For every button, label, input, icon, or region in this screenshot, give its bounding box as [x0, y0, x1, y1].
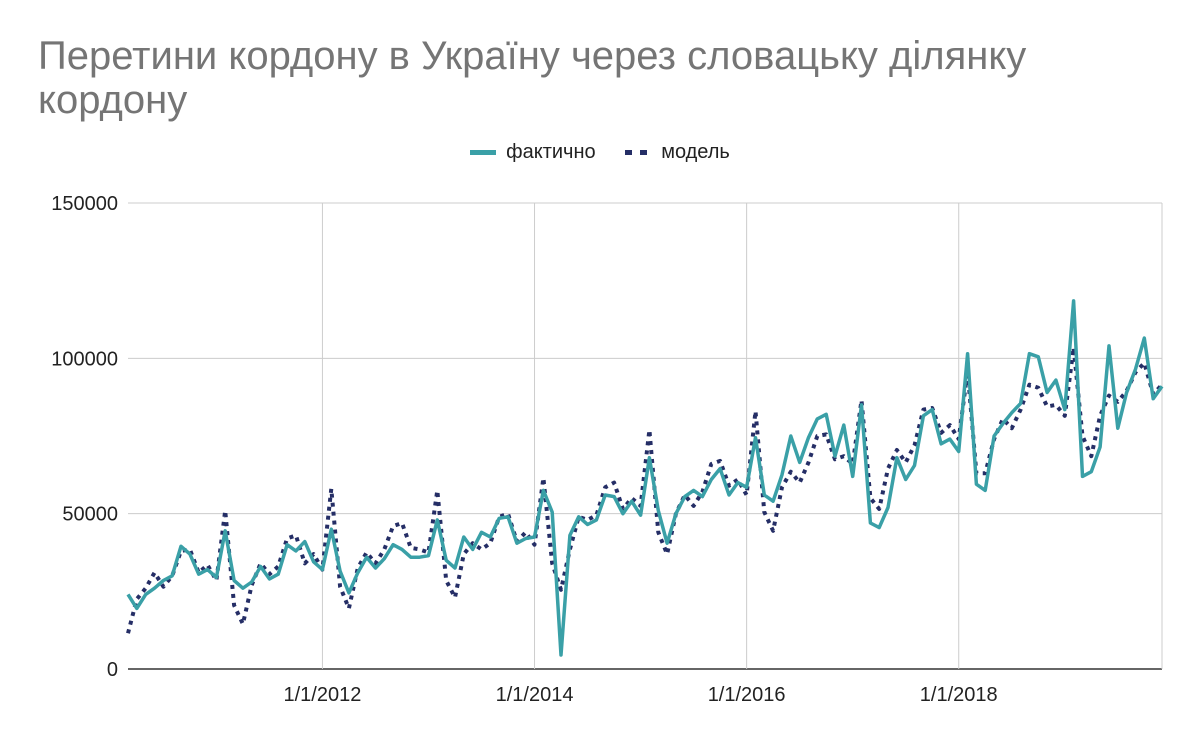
- legend-item-model: модель: [625, 141, 730, 164]
- x-tick-label: 1/1/2014: [496, 684, 574, 706]
- x-tick-label: 1/1/2018: [920, 684, 998, 706]
- y-tick-label: 50000: [62, 504, 118, 526]
- y-tick-label: 0: [107, 659, 118, 681]
- legend: фактично модель: [0, 140, 1200, 164]
- chart-title: Перетини кордону в Україну через словаць…: [38, 34, 1027, 122]
- legend-label-actual: фактично: [506, 140, 596, 163]
- legend-label-model: модель: [661, 140, 730, 163]
- y-tick-label: 100000: [51, 348, 118, 370]
- legend-swatch-model: [625, 147, 651, 157]
- x-tick-label: 1/1/2016: [708, 684, 786, 706]
- y-tick-label: 150000: [51, 193, 118, 215]
- series-line-actual: [126, 299, 1164, 657]
- x-tick-label: 1/1/2012: [283, 684, 361, 706]
- legend-swatch-actual: [470, 147, 497, 157]
- legend-item-actual: фактично: [470, 140, 596, 164]
